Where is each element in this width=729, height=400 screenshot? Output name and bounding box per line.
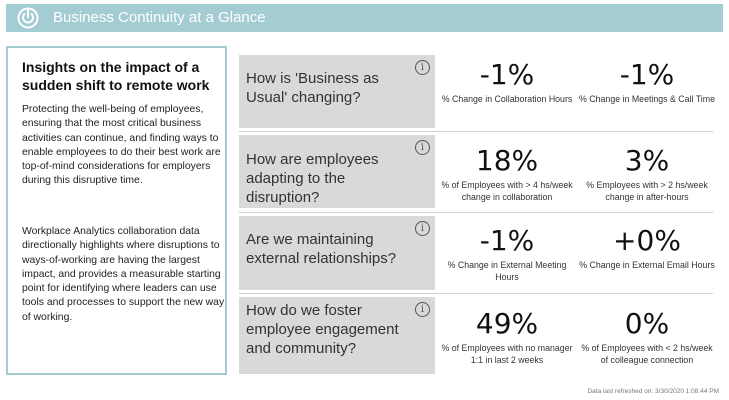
metric-value: 49% [475,307,539,340]
metric-value: -1% [479,224,535,257]
metric-value: +0% [613,224,681,257]
metric-value: 18% [475,144,539,177]
question-box-engagement-community: How do we foster employee engagement and… [239,297,435,374]
insights-paragraph-2: Workplace Analytics collaboration data d… [22,226,225,323]
metric-collaboration-change: 18% % of Employees with > 4 hs/week chan… [437,144,577,203]
metric-label: % of Employees with no manager 1:1 in la… [441,343,573,365]
metric-label: % Change in External Email Hours [579,260,715,270]
header-bar: Business Continuity at a Glance [6,4,723,32]
insights-heading: Insights on the impact of a sudden shift… [22,59,210,93]
metric-value: 3% [624,144,670,177]
question-text: How is 'Business as Usual' changing? [246,70,379,106]
info-icon[interactable]: i [415,221,430,236]
question-text: How do we foster employee engagement and… [246,302,399,357]
page-title: Business Continuity at a Glance [53,9,266,26]
power-ring-icon [17,7,39,29]
metric-external-email-hours: +0% % Change in External Email Hours [577,224,717,272]
question-text: How are employees adapting to the disrup… [246,151,379,206]
metric-label: % Change in Collaboration Hours [441,94,573,104]
question-text: Are we maintaining external relationship… [246,231,397,267]
question-box-external-relationships: Are we maintaining external relationship… [239,216,435,290]
metric-external-meeting-hours: -1% % Change in External Meeting Hours [437,224,577,283]
metric-label: % Employees with > 2 hs/week change in a… [586,180,708,202]
metric-label: % of Employees with > 4 hs/week change i… [441,180,573,202]
metric-value: 0% [624,307,670,340]
row-divider [239,293,713,294]
info-icon[interactable]: i [415,140,430,155]
metric-after-hours-change: 3% % Employees with > 2 hs/week change i… [577,144,717,203]
info-icon[interactable]: i [415,60,430,75]
row-divider [239,131,713,132]
insights-paragraph-1: Protecting the well-being of employees, … [22,104,221,187]
metric-colleague-connection: 0% % of Employees with < 2 hs/week of co… [577,307,717,366]
metric-label: % of Employees with < 2 hs/week of colle… [581,343,713,365]
row-divider [239,212,713,213]
metric-value: -1% [479,58,535,91]
insights-panel: Insights on the impact of a sudden shift… [6,46,227,375]
metric-no-manager-1on1: 49% % of Employees with no manager 1:1 i… [437,307,577,366]
metric-label: % Change in External Meeting Hours [447,260,567,282]
metric-meetings-call-time: -1% % Change in Meetings & Call Time [577,58,717,106]
info-icon[interactable]: i [415,302,430,317]
metric-collaboration-hours: -1% % Change in Collaboration Hours [437,58,577,106]
metric-value: -1% [619,58,675,91]
question-box-business-as-usual: How is 'Business as Usual' changing? i [239,55,435,128]
refresh-timestamp: Data last refreshed on: 3/30/2020 1:08:4… [587,388,719,395]
question-box-employees-adapting: How are employees adapting to the disrup… [239,135,435,208]
metric-label: % Change in Meetings & Call Time [579,94,715,104]
